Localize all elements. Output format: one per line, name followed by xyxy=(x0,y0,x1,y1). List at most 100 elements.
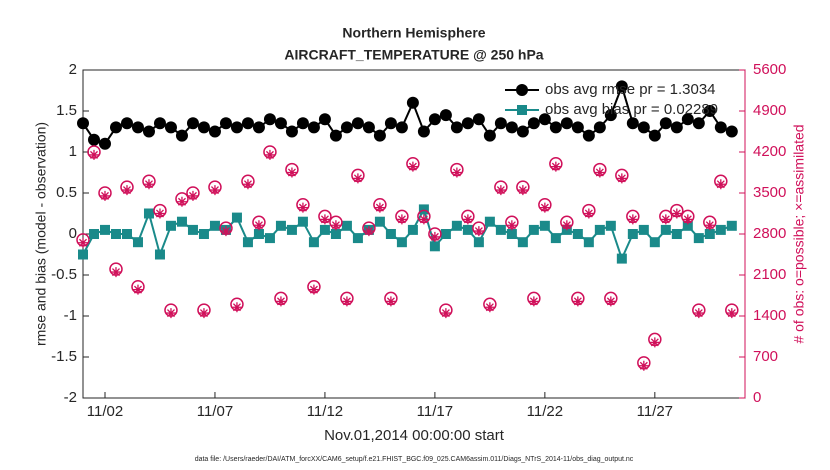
assimilated-marker xyxy=(462,214,473,225)
rmse-marker xyxy=(274,117,287,130)
rmse-marker xyxy=(516,125,529,138)
rmse-marker xyxy=(549,121,562,134)
rmse-marker xyxy=(593,121,606,134)
assimilated-marker xyxy=(561,220,572,231)
rmse-marker xyxy=(362,121,375,134)
bias-marker xyxy=(374,216,385,227)
legend-label: obs avg rmse pr = 1.3034 xyxy=(545,81,716,98)
rmse-marker xyxy=(252,121,265,134)
rmse-marker xyxy=(296,117,309,130)
bias-marker xyxy=(110,229,121,239)
rmse-marker xyxy=(703,105,716,117)
bias-marker xyxy=(154,249,165,260)
y-tick-label: -1.5 xyxy=(51,348,77,365)
rmse-marker xyxy=(131,121,144,134)
bias-marker xyxy=(121,229,132,239)
bias-marker xyxy=(209,220,220,231)
rmse-marker xyxy=(329,129,342,142)
y-tick-label: 0.5 xyxy=(56,184,77,201)
assimilated-marker xyxy=(99,190,110,201)
bias-marker xyxy=(330,229,341,239)
assimilated-marker xyxy=(165,308,176,319)
rmse-marker xyxy=(77,117,89,130)
rmse-marker xyxy=(120,117,133,130)
assimilated-marker xyxy=(539,202,550,213)
rmse-marker xyxy=(406,96,419,109)
bias-marker xyxy=(396,237,407,248)
rmse-marker xyxy=(197,121,210,134)
assimilated-marker xyxy=(385,296,396,307)
bias-marker xyxy=(341,220,352,231)
assimilated-marker xyxy=(682,214,693,225)
y2-tick-label: 1400 xyxy=(753,307,786,324)
assimilated-marker xyxy=(473,226,484,237)
assimilated-marker xyxy=(121,185,132,196)
chart-title: Northern Hemisphere xyxy=(342,25,485,41)
assimilated-marker xyxy=(616,173,627,184)
assimilated-marker xyxy=(78,237,88,248)
bias-marker xyxy=(627,229,638,239)
rmse-marker xyxy=(538,113,551,126)
bias-marker xyxy=(385,229,396,239)
assimilated-marker xyxy=(275,296,286,307)
rmse-marker xyxy=(582,129,595,142)
bias-marker xyxy=(638,224,649,235)
footnote: data file: /Users/raeder/DAI/ATM_forcXX/… xyxy=(195,456,634,463)
bias-marker xyxy=(550,233,561,244)
bias-marker xyxy=(286,224,297,235)
assimilated-marker xyxy=(198,308,209,319)
y2-tick-label: 700 xyxy=(753,348,778,365)
rmse-marker xyxy=(230,121,243,134)
bias-marker xyxy=(517,237,528,248)
assimilated-marker xyxy=(726,308,737,319)
bias-marker xyxy=(440,229,451,239)
rmse-marker xyxy=(670,121,683,134)
bias-marker xyxy=(539,220,550,231)
bias-marker xyxy=(132,237,143,248)
x-tick-label: 11/22 xyxy=(527,403,563,420)
rmse-marker xyxy=(637,121,650,134)
assimilated-marker xyxy=(528,296,539,307)
assimilated-marker xyxy=(374,202,385,213)
assimilated-marker xyxy=(176,196,187,207)
assimilated-marker xyxy=(407,161,418,172)
bias-marker xyxy=(594,224,605,235)
assimilated-marker xyxy=(660,214,671,225)
bias-marker xyxy=(242,237,253,248)
bias-marker xyxy=(462,224,473,235)
rmse-marker xyxy=(153,117,166,130)
rmse-marker xyxy=(87,133,100,146)
rmse-marker xyxy=(373,129,386,142)
rmse-marker xyxy=(714,121,727,134)
bias-marker xyxy=(429,241,440,252)
rmse-marker xyxy=(494,117,507,130)
rmse-marker xyxy=(164,121,177,134)
assimilated-marker xyxy=(286,167,297,178)
assimilated-marker xyxy=(363,226,374,237)
assimilated-marker xyxy=(187,190,198,201)
rmse-marker xyxy=(186,117,199,130)
bias-marker xyxy=(253,229,264,239)
assimilated-marker xyxy=(341,296,352,307)
rmse-marker xyxy=(219,117,232,130)
bias-marker xyxy=(583,237,594,248)
y2-tick-label: 4900 xyxy=(753,102,786,119)
rmse-marker xyxy=(439,109,452,122)
bias-marker xyxy=(187,224,198,235)
bias-marker xyxy=(484,216,495,227)
assimilated-marker xyxy=(550,161,561,172)
bias-marker xyxy=(319,224,330,235)
assimilated-marker xyxy=(572,296,583,307)
y-axis-label: rmse and bias (model - observation) xyxy=(33,122,49,346)
rmse-marker xyxy=(307,121,320,134)
bias-marker xyxy=(693,233,704,244)
bias-marker xyxy=(605,220,616,231)
rmse-marker xyxy=(483,129,496,142)
assimilated-marker xyxy=(605,296,616,307)
rmse-marker xyxy=(560,117,573,130)
rmse-marker xyxy=(626,117,639,130)
y2-tick-label: 2800 xyxy=(753,225,786,242)
chart-subtitle: AIRCRAFT_TEMPERATURE @ 250 hPa xyxy=(284,47,543,63)
assimilated-marker xyxy=(231,302,242,313)
